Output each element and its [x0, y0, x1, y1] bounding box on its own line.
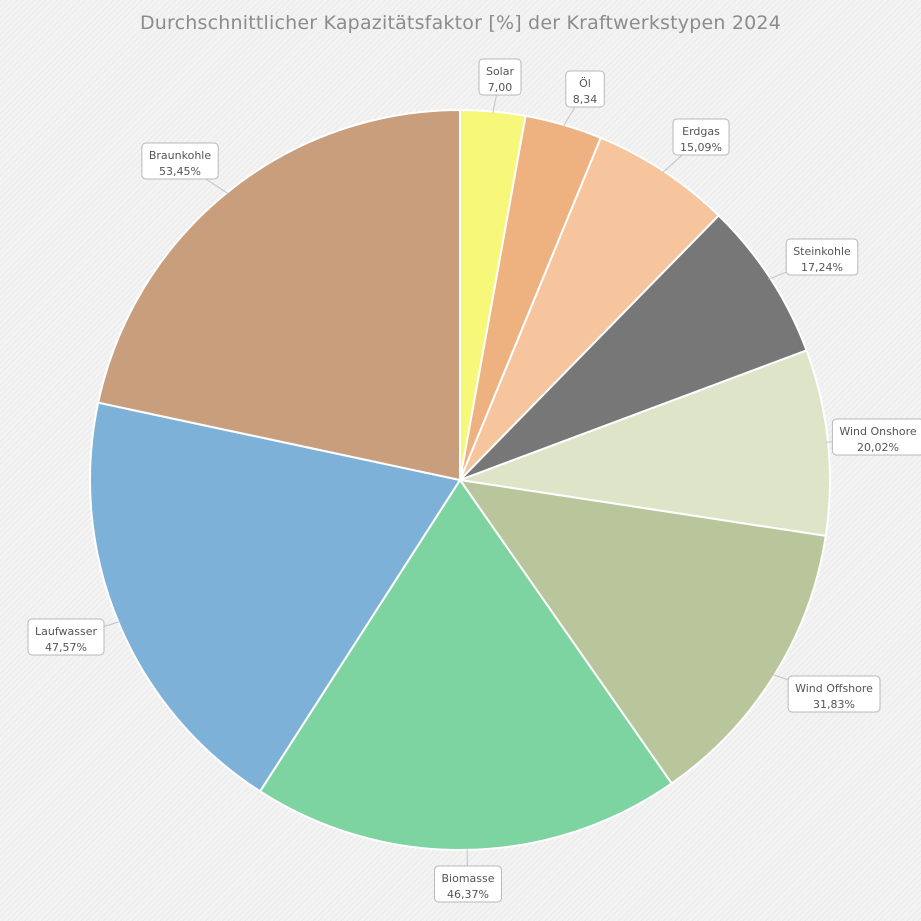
slice-label-wind-onshore: Wind Onshore 20,02%: [831, 418, 921, 456]
slice-label-box: [785, 238, 859, 276]
chart-title: Durchschnittlicher Kapazitätsfaktor [%] …: [139, 12, 782, 34]
slice-label-braunkohle: Braunkohle 53,45%: [141, 142, 219, 180]
slice-label-box: [672, 118, 730, 156]
slice-label-box: [787, 675, 881, 713]
slice-label-value: 53,45%: [159, 165, 201, 178]
slice-label-name: Laufwasser: [35, 625, 97, 638]
slice-label-name: Solar: [486, 65, 515, 78]
slice-label-box: [478, 58, 522, 96]
slice-label-name: Steinkohle: [793, 245, 851, 258]
slice-label-value: 47,57%: [45, 641, 87, 654]
slice-label-box: [434, 865, 502, 903]
slice-label-name: Wind Onshore: [839, 425, 916, 438]
slice-label-name: Öl: [579, 77, 591, 90]
slice-label-biomasse: Biomasse 46,37%: [434, 865, 502, 903]
pie-slice-erdgas: [459, 136, 721, 481]
slice-label-value: 8,34: [573, 93, 598, 106]
slice-label-value: 20,02%: [857, 441, 899, 454]
slice-label-value: 46,37%: [447, 888, 489, 901]
slice-label-value: 15,09%: [680, 141, 722, 154]
slice-label-erdgas: Erdgas 15,09%: [672, 118, 730, 156]
slice-label-name: Braunkohle: [149, 149, 211, 162]
slice-label-laufwasser: Laufwasser 47,57%: [27, 618, 105, 656]
slice-label-name: Biomasse: [441, 872, 494, 885]
slice-label-value: 31,83%: [813, 698, 855, 711]
slice-label-box: [27, 618, 105, 656]
slice-label-name: Wind Offshore: [795, 682, 873, 695]
slice-label-box: [565, 70, 605, 108]
slice-label-box: [831, 418, 921, 456]
pie-slice-braunkohle: [96, 108, 461, 482]
slice-label-steinkohle: Steinkohle 17,24%: [785, 238, 859, 276]
slice-label-value: 17,24%: [801, 261, 843, 274]
slice-label-solar: Solar 7,00: [478, 58, 522, 96]
slice-labels: Solar 7,00 Öl 8,34 Erdgas 15,09% Steinkohle 17,…: [27, 58, 921, 903]
slice-label-value: 7,00: [488, 81, 513, 94]
slice-label-name: Erdgas: [682, 125, 720, 138]
slice-label-wind-offshore: Wind Offshore 31,83%: [787, 675, 881, 713]
slice-label-box: [141, 142, 219, 180]
slice-label-ol: Öl 8,34: [565, 70, 605, 108]
pie-slices: [89, 108, 831, 851]
